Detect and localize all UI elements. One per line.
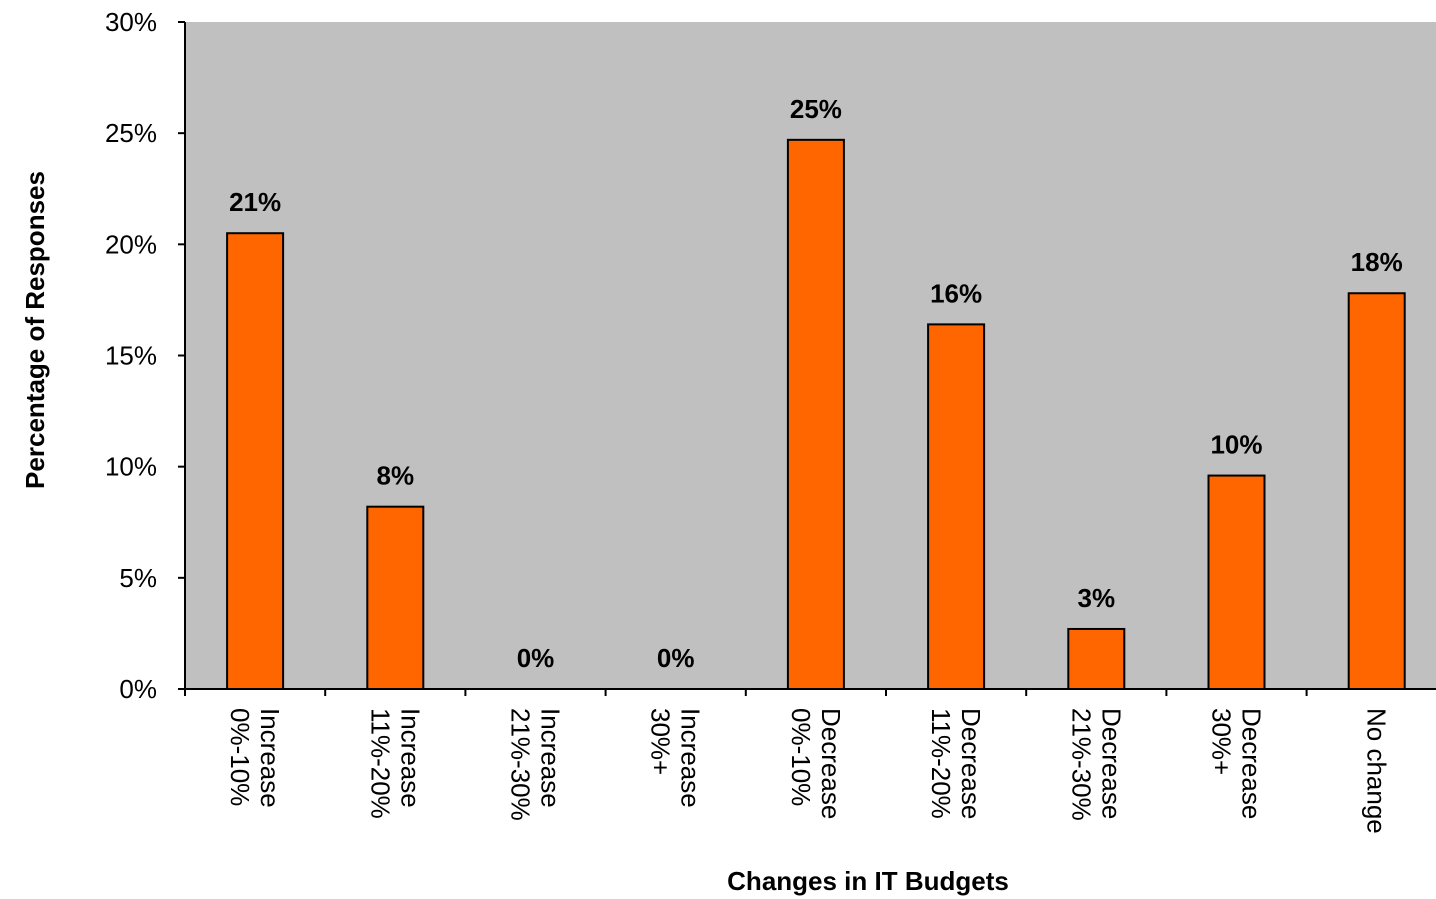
bar xyxy=(927,323,986,690)
x-tick-label-line: Increase xyxy=(395,708,425,808)
data-label: 3% xyxy=(1078,583,1116,613)
x-tick-label-line: 21%-30% xyxy=(506,708,536,821)
x-tick-label: No change xyxy=(1362,708,1392,834)
bar xyxy=(1207,474,1266,690)
data-label: 16% xyxy=(930,278,982,308)
x-tick-label-line: 11%-20% xyxy=(926,708,956,819)
x-tick-label-line: Decrease xyxy=(816,708,846,819)
bar xyxy=(366,505,425,691)
y-tick-label: 5% xyxy=(119,563,157,593)
x-axis-title: Changes in IT Budgets xyxy=(727,866,1009,896)
bar xyxy=(1347,292,1406,690)
y-tick-label: 0% xyxy=(119,674,157,704)
x-tick-label-line: 0%-10% xyxy=(225,708,255,806)
x-tick-label-line: Decrease xyxy=(956,708,986,819)
bar xyxy=(786,138,845,690)
x-tick-label-line: Decrease xyxy=(1237,708,1267,819)
y-axis-title: Percentage of Responses xyxy=(20,171,50,489)
data-label: 21% xyxy=(229,187,281,217)
x-tick-label-line: Decrease xyxy=(1096,708,1126,819)
y-tick-label: 20% xyxy=(105,229,157,259)
y-tick-label: 10% xyxy=(105,452,157,482)
x-tick-label-line: Increase xyxy=(255,708,285,808)
y-tick-label: 30% xyxy=(105,7,157,37)
bar xyxy=(226,232,285,690)
x-tick-label-line: No change xyxy=(1362,708,1392,834)
x-tick-label-line: 11%-20% xyxy=(365,708,395,819)
x-tick-label-line: 0%-10% xyxy=(786,708,816,806)
x-tick-label-line: Increase xyxy=(676,708,706,808)
data-label: 8% xyxy=(377,461,415,491)
bar xyxy=(1067,627,1126,690)
x-tick-label-line: 30%+ xyxy=(1207,708,1237,775)
data-label: 18% xyxy=(1351,247,1403,277)
data-label: 0% xyxy=(657,643,695,673)
y-tick-label: 25% xyxy=(105,118,157,148)
x-tick-label-line: Increase xyxy=(536,708,566,808)
data-label: 10% xyxy=(1210,430,1262,460)
data-label: 0% xyxy=(517,643,555,673)
y-tick-label: 15% xyxy=(105,341,157,371)
x-tick-label-line: 30%+ xyxy=(646,708,676,775)
data-label: 25% xyxy=(790,94,842,124)
x-tick-label-line: 21%-30% xyxy=(1066,708,1096,821)
